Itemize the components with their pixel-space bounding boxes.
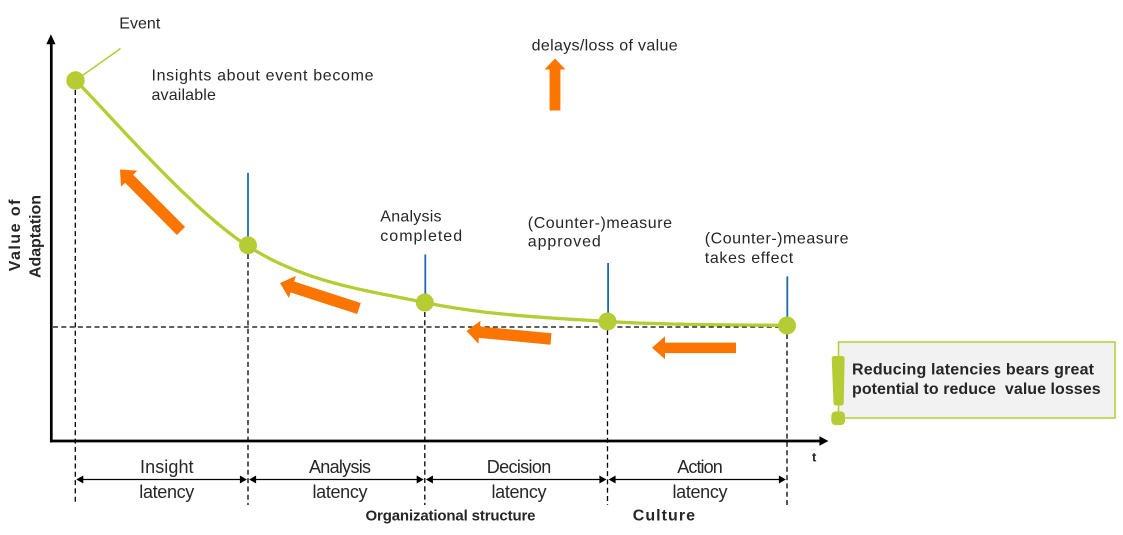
- svg-text:t: t: [812, 450, 817, 465]
- svg-text:Decision: Decision: [487, 457, 552, 477]
- svg-text:Organizational structure: Organizational structure: [366, 507, 536, 524]
- svg-text:Reducing latencies bears great: Reducing latencies bears great: [852, 362, 1095, 379]
- svg-text:Insights about event become: Insights about event become: [152, 68, 374, 85]
- svg-text:approved: approved: [528, 233, 601, 250]
- svg-text:potential to reduce value los: potential to reduce value losses: [852, 381, 1101, 398]
- svg-text:Value of: Value of: [7, 199, 24, 271]
- svg-text:latency: latency: [313, 482, 368, 502]
- svg-text:latency: latency: [673, 482, 728, 502]
- svg-text:Analysis: Analysis: [309, 457, 371, 477]
- svg-text:latency: latency: [139, 482, 194, 502]
- svg-text:Adaptation: Adaptation: [27, 195, 44, 278]
- svg-text:available: available: [152, 87, 216, 104]
- svg-text:Culture: Culture: [633, 507, 695, 524]
- svg-text:latency: latency: [492, 482, 547, 502]
- svg-text:(Counter-)measure: (Counter-)measure: [528, 215, 672, 232]
- svg-text:delays/loss of value: delays/loss of value: [532, 38, 678, 55]
- svg-text:Action: Action: [677, 457, 723, 477]
- svg-text:completed: completed: [380, 228, 462, 245]
- svg-text:takes effect: takes effect: [705, 250, 794, 267]
- svg-text:Analysis: Analysis: [380, 209, 441, 226]
- svg-text:Event: Event: [119, 16, 161, 33]
- svg-text:Insight: Insight: [140, 457, 194, 477]
- svg-text:(Counter-)measure: (Counter-)measure: [705, 231, 849, 248]
